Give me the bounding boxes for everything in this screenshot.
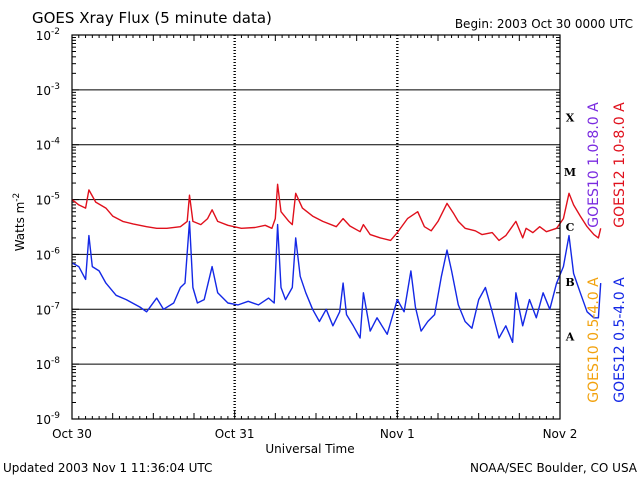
y-tick-base: 10 [36,29,51,43]
y-tick-exponent: -7 [51,301,60,311]
y-tick-exponent: -6 [51,246,60,256]
series-line [71,220,602,343]
y-tick-exponent: -2 [51,27,60,37]
y-tick-base: 10 [36,413,51,427]
x-tick-label: Nov 1 [380,427,415,441]
y-axis-label-text: Watts m [13,202,27,252]
y-tick-label: 10-7 [36,301,60,317]
legend: GOES10 1.0-8.0 A GOES12 1.0-8.0 A GOES10 0… [586,102,628,403]
y-tick-base: 10 [36,248,51,262]
legend-entry: GOES10 0.5-4.0 A [586,277,602,403]
y-tick-exponent: -4 [51,137,60,147]
y-tick-label: 10-9 [36,411,61,427]
y-axis-label-exponent: -2 [12,193,22,202]
y-axis-ticks: 10-210-310-410-510-610-710-810-9 [36,27,560,427]
flare-class-label: B [565,276,574,289]
y-tick-label: 10-8 [36,356,61,372]
legend-entry: GOES10 1.0-8.0 A [586,102,602,228]
chart-title: GOES Xray Flux (5 minute data) [32,9,272,27]
x-axis-label: Universal Time [265,442,354,456]
flare-class-label: C [566,221,575,234]
y-tick-label: 10-5 [36,192,60,208]
plot-frame [71,34,561,420]
x-tick-label: Nov 2 [543,427,578,441]
updated-timestamp: Updated 2003 Nov 1 11:36:04 UTC [3,461,212,475]
y-tick-exponent: -8 [51,356,60,366]
begin-timestamp: Begin: 2003 Oct 30 0000 UTC [455,17,633,31]
y-tick-label: 10-6 [36,246,61,262]
y-tick-exponent: -3 [51,82,60,92]
y-tick-base: 10 [36,194,51,208]
y-tick-exponent: -9 [51,411,60,421]
x-tick-label: Oct 30 [52,427,92,441]
flare-class-label: X [566,111,575,124]
legend-entry: GOES12 1.0-8.0 A [612,102,628,228]
y-tick-exponent: -5 [51,192,60,202]
y-tick-base: 10 [36,303,51,317]
x-tick-label: Oct 31 [215,427,255,441]
flare-class-label: M [564,166,576,179]
y-tick-base: 10 [36,84,51,98]
data-series [71,183,602,343]
legend-entry: GOES12 0.5-4.0 A [612,277,628,403]
series-line [71,183,602,242]
flare-class-label: A [565,331,575,344]
y-tick-label: 10-2 [36,27,60,43]
y-tick-label: 10-3 [36,82,60,98]
y-tick-base: 10 [36,358,51,372]
y-tick-base: 10 [36,139,51,153]
flare-class-labels: X M C B A [564,111,576,343]
y-tick-label: 10-4 [36,137,61,153]
source-credit: NOAA/SEC Boulder, CO USA [470,461,638,475]
y-axis-label: Watts m-2 [12,193,27,252]
